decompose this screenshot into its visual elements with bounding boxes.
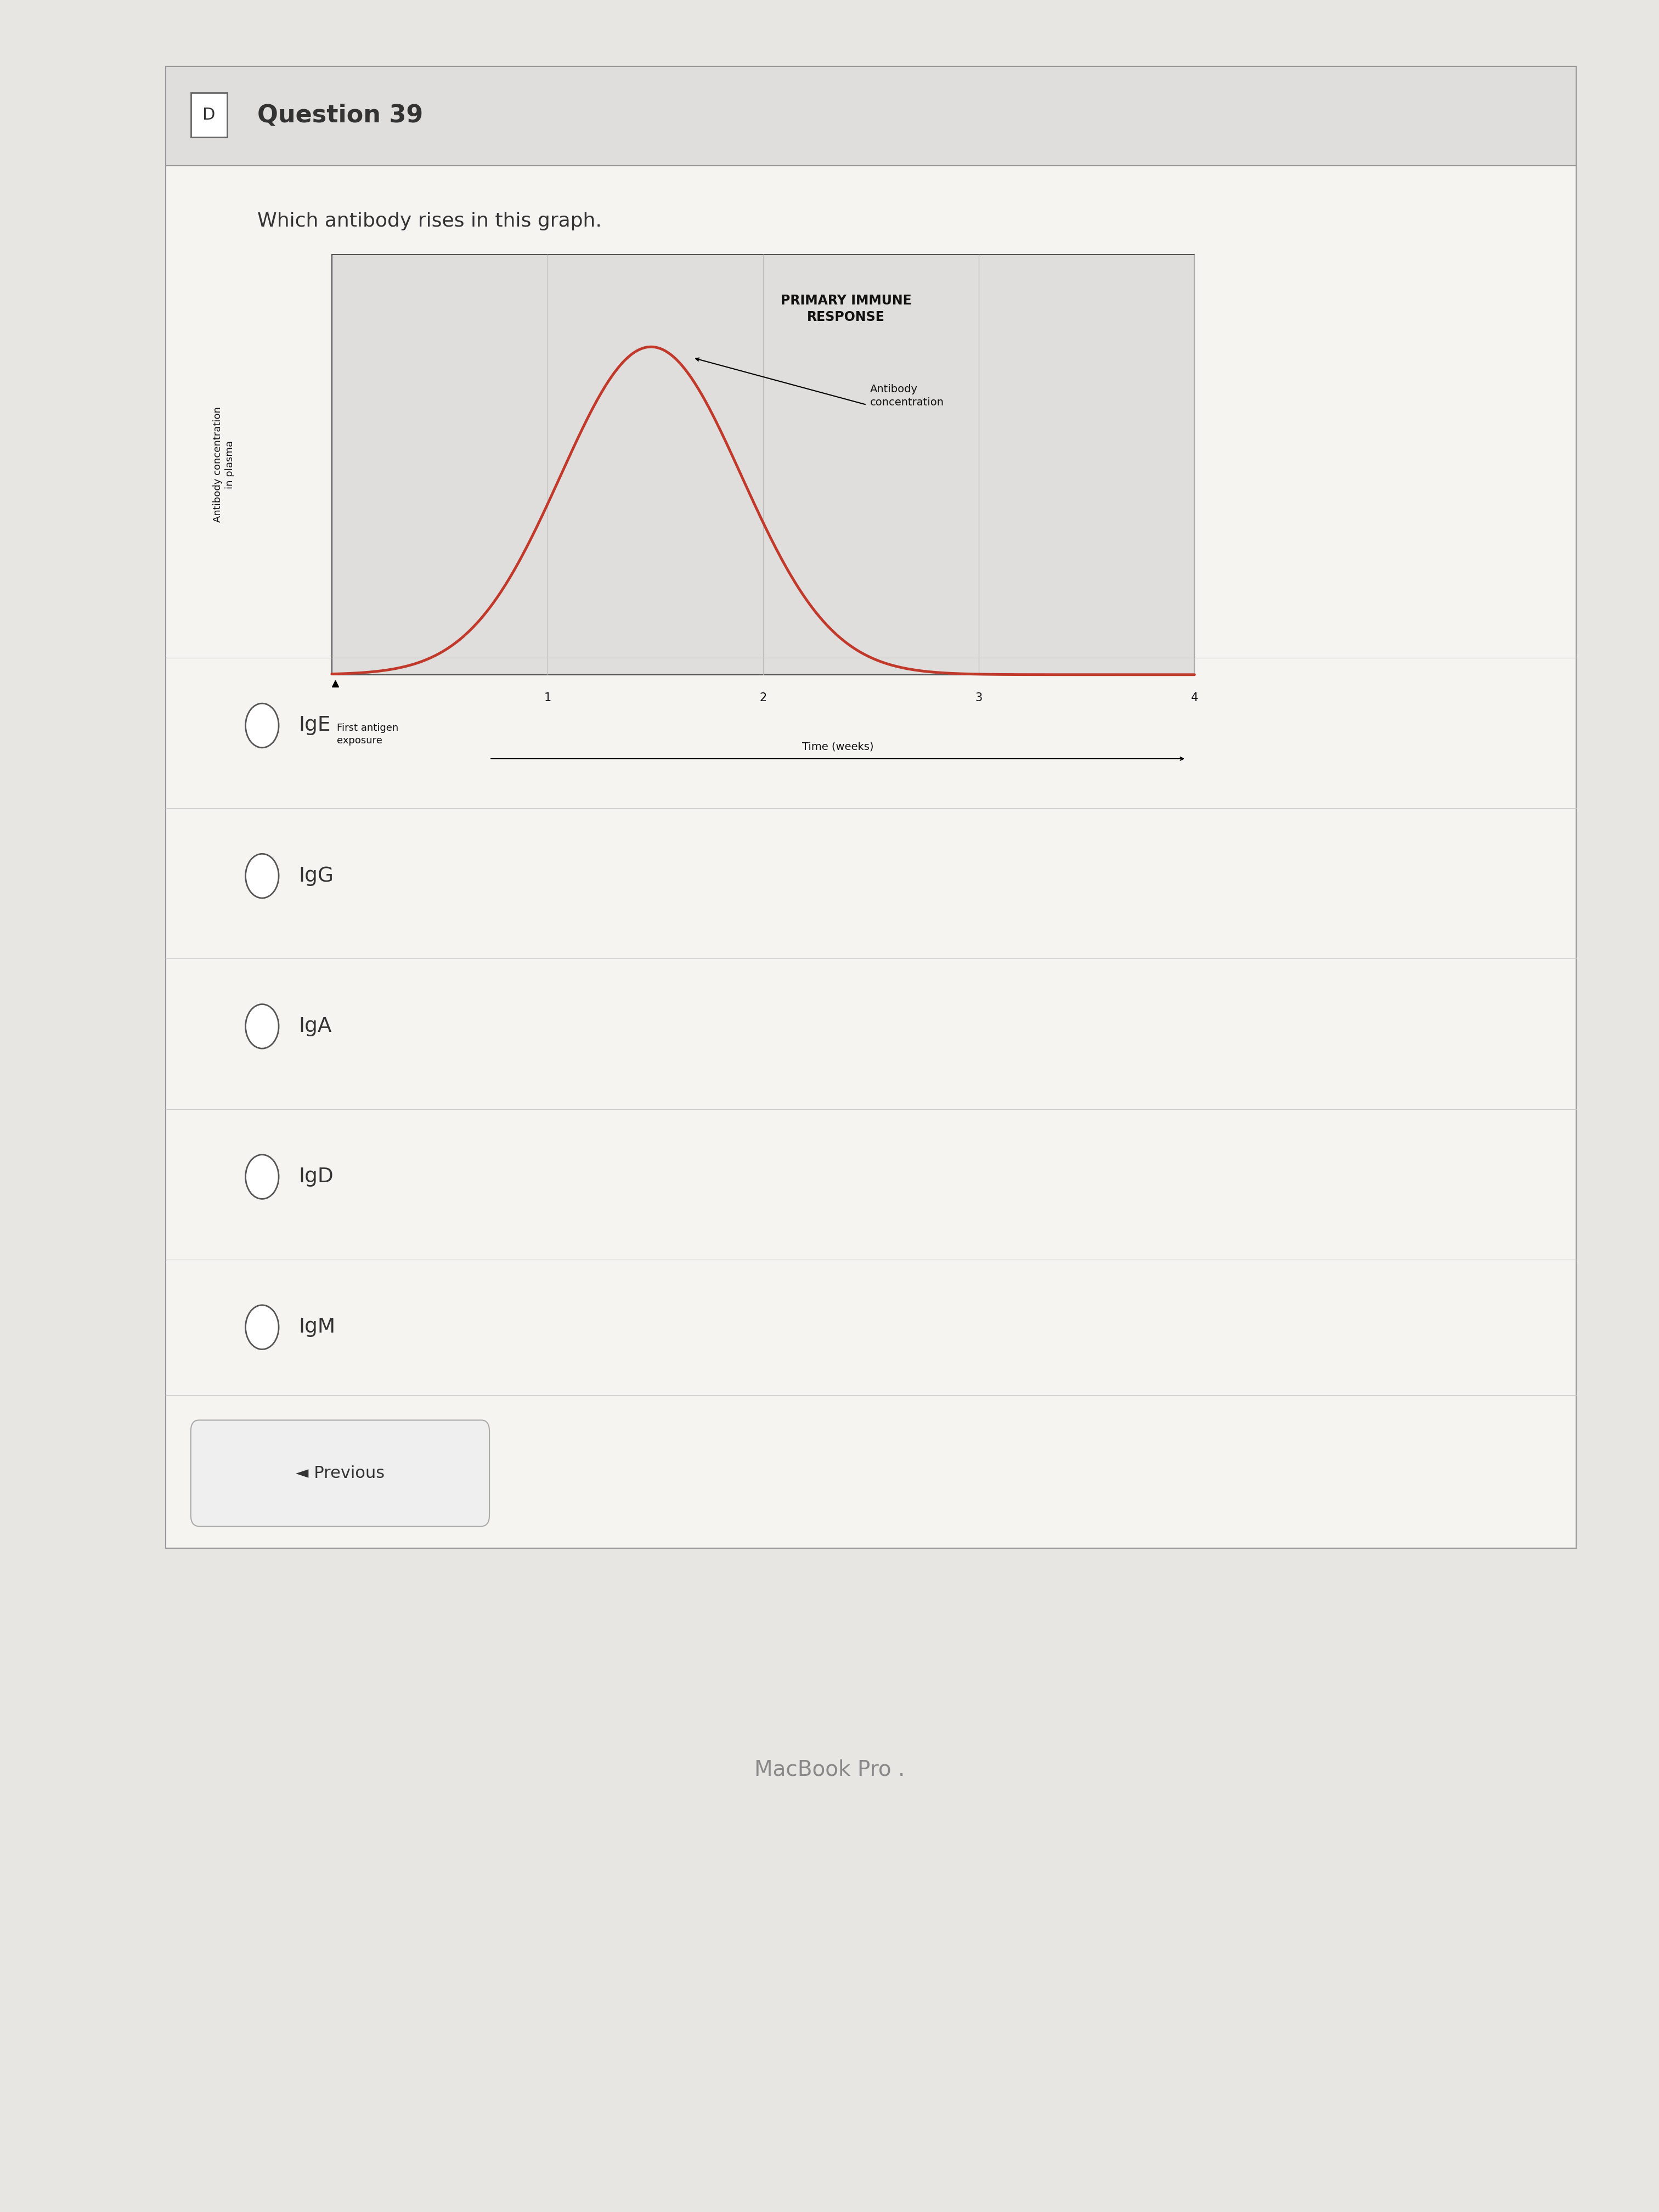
Text: 3: 3 [975,692,982,703]
Circle shape [246,1004,279,1048]
Text: 2: 2 [760,692,766,703]
Text: Antibody concentration
in plasma: Antibody concentration in plasma [212,407,236,522]
FancyBboxPatch shape [332,254,1194,675]
FancyBboxPatch shape [191,1420,489,1526]
FancyBboxPatch shape [166,66,1576,1548]
Text: Question 39: Question 39 [257,104,423,126]
Circle shape [246,1305,279,1349]
Circle shape [246,854,279,898]
Text: IgD: IgD [299,1168,333,1186]
Text: IgG: IgG [299,867,333,885]
Text: 1: 1 [544,692,551,703]
Text: IgA: IgA [299,1018,332,1035]
Text: IgE: IgE [299,717,330,734]
FancyBboxPatch shape [191,93,227,137]
Text: D: D [202,106,216,124]
Circle shape [246,1155,279,1199]
Text: First antigen
exposure: First antigen exposure [337,723,398,745]
Text: Antibody
concentration: Antibody concentration [869,385,944,407]
Text: PRIMARY IMMUNE
RESPONSE: PRIMARY IMMUNE RESPONSE [781,294,911,323]
Text: ◄ Previous: ◄ Previous [295,1464,385,1482]
Text: IgM: IgM [299,1318,335,1336]
Text: 4: 4 [1191,692,1198,703]
Text: Which antibody rises in this graph.: Which antibody rises in this graph. [257,212,602,230]
Text: MacBook Pro .: MacBook Pro . [755,1759,904,1781]
Text: Time (weeks): Time (weeks) [801,741,874,752]
Circle shape [246,703,279,748]
FancyBboxPatch shape [166,66,1576,166]
